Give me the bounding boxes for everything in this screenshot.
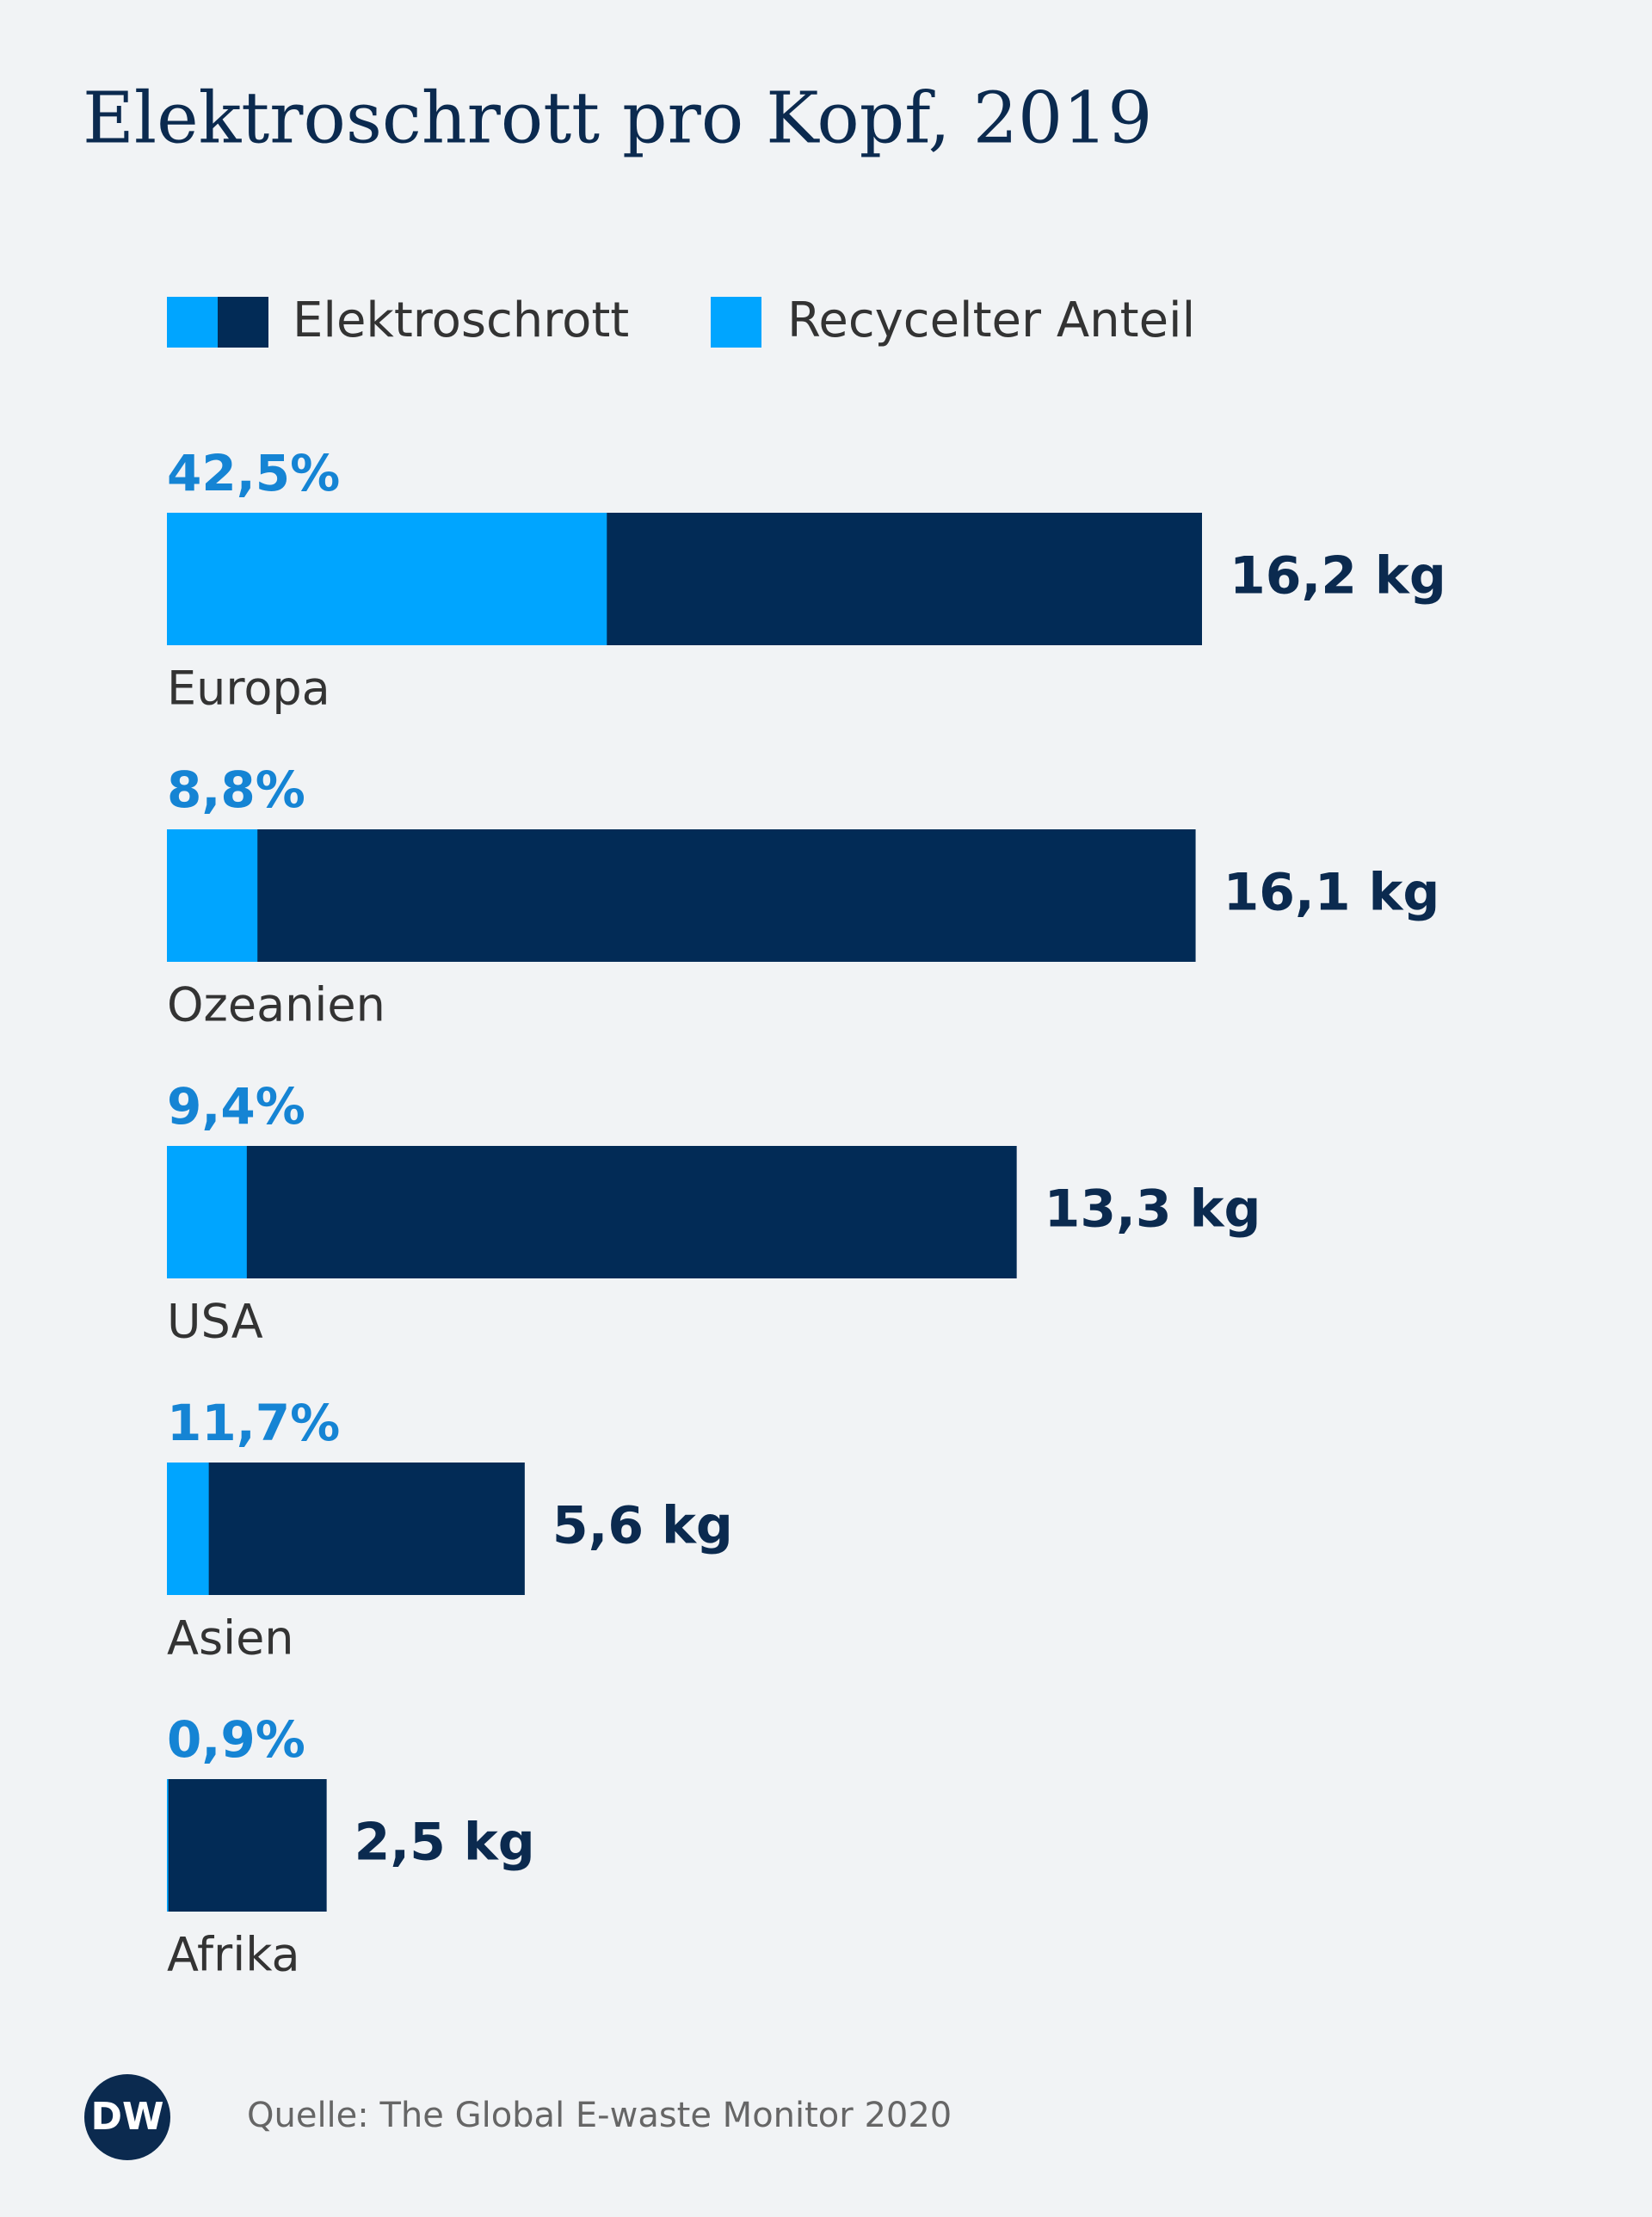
percent-label: 8,8%: [167, 761, 305, 819]
percent-label: 0,9%: [167, 1710, 305, 1769]
bar: [167, 829, 1196, 962]
legend-swatch: [218, 297, 268, 348]
percent-label: 9,4%: [167, 1077, 305, 1136]
category-label: Ozeanien: [167, 978, 385, 1032]
chart-title: Elektroschrott pro Kopf, 2019: [83, 78, 1152, 160]
recycled-bar: [167, 829, 258, 962]
value-label: 16,2 kg: [1230, 546, 1446, 607]
category-label: Asien: [167, 1611, 294, 1666]
bar: [167, 1463, 525, 1595]
legend-swatch: [711, 297, 761, 348]
legend-swatch: [167, 297, 218, 348]
value-label: 5,6 kg: [552, 1496, 733, 1556]
recycled-bar: [167, 513, 607, 645]
bar: [167, 1146, 1017, 1278]
bar: [167, 1779, 327, 1912]
source: Quelle: The Global E-waste Monitor 2020: [247, 2096, 952, 2135]
category-label: USA: [167, 1295, 263, 1349]
logo: DW: [90, 2095, 163, 2139]
recycled-bar: [167, 1146, 247, 1278]
recycled-bar: [167, 1779, 169, 1912]
percent-label: 42,5%: [167, 444, 340, 502]
category-label: Europa: [167, 662, 330, 716]
value-label: 13,3 kg: [1045, 1179, 1261, 1240]
legend-label: Recycelter Anteil: [787, 293, 1195, 348]
legend-label: Elektroschrott: [293, 293, 629, 348]
percent-label: 11,7%: [167, 1394, 340, 1452]
value-label: 16,1 kg: [1224, 863, 1440, 923]
recycled-bar: [167, 1463, 209, 1595]
value-label: 2,5 kg: [354, 1813, 535, 1873]
category-label: Afrika: [167, 1928, 300, 1982]
logo-circle: [84, 2074, 170, 2160]
